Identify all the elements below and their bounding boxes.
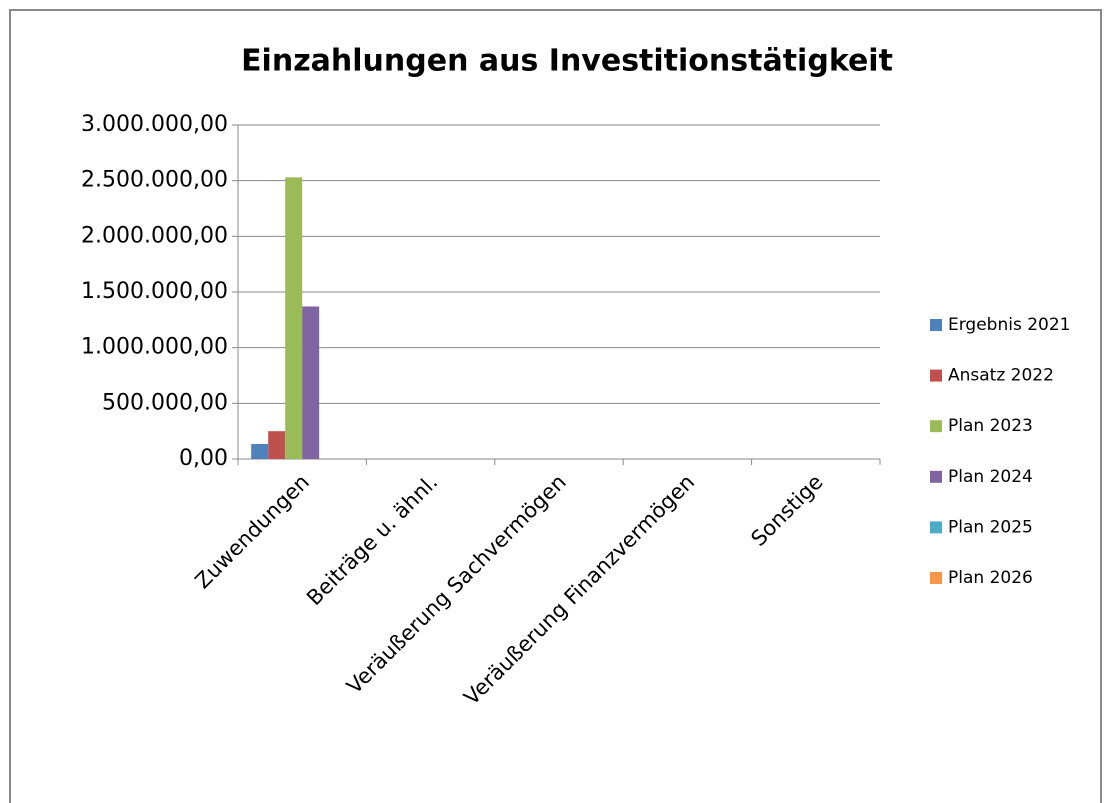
y-tick-label: 500.000,00 [102, 390, 228, 415]
legend-label: Plan 2026 [948, 568, 1033, 588]
legend-swatch [930, 420, 942, 433]
legend-swatch [930, 319, 942, 331]
bar [268, 431, 286, 459]
y-tick-label: 1.000.000,00 [81, 335, 228, 360]
legend-swatch [930, 572, 942, 584]
y-tick-label: 2.000.000,00 [81, 223, 228, 248]
y-tick-label: 1.500.000,00 [81, 279, 228, 304]
legend-swatch [930, 369, 942, 382]
y-tick-label: 0,00 [179, 446, 228, 471]
legend-swatch [930, 521, 942, 534]
y-tick-label: 3.000.000,00 [81, 112, 228, 137]
bar [302, 306, 320, 459]
legend-label: Plan 2025 [948, 517, 1033, 537]
legend-label: Plan 2023 [948, 416, 1033, 436]
chart-title: Einzahlungen aus Investitionstätigkeit [241, 44, 893, 79]
legend-label: Plan 2024 [948, 467, 1033, 487]
bar [285, 177, 303, 459]
legend-swatch [930, 470, 942, 483]
bar [251, 443, 269, 459]
chart-frame [9, 9, 1102, 803]
legend-label: Ansatz 2022 [948, 366, 1054, 386]
y-tick-label: 2.500.000,00 [81, 168, 228, 193]
legend-label: Ergebnis 2021 [948, 315, 1071, 335]
